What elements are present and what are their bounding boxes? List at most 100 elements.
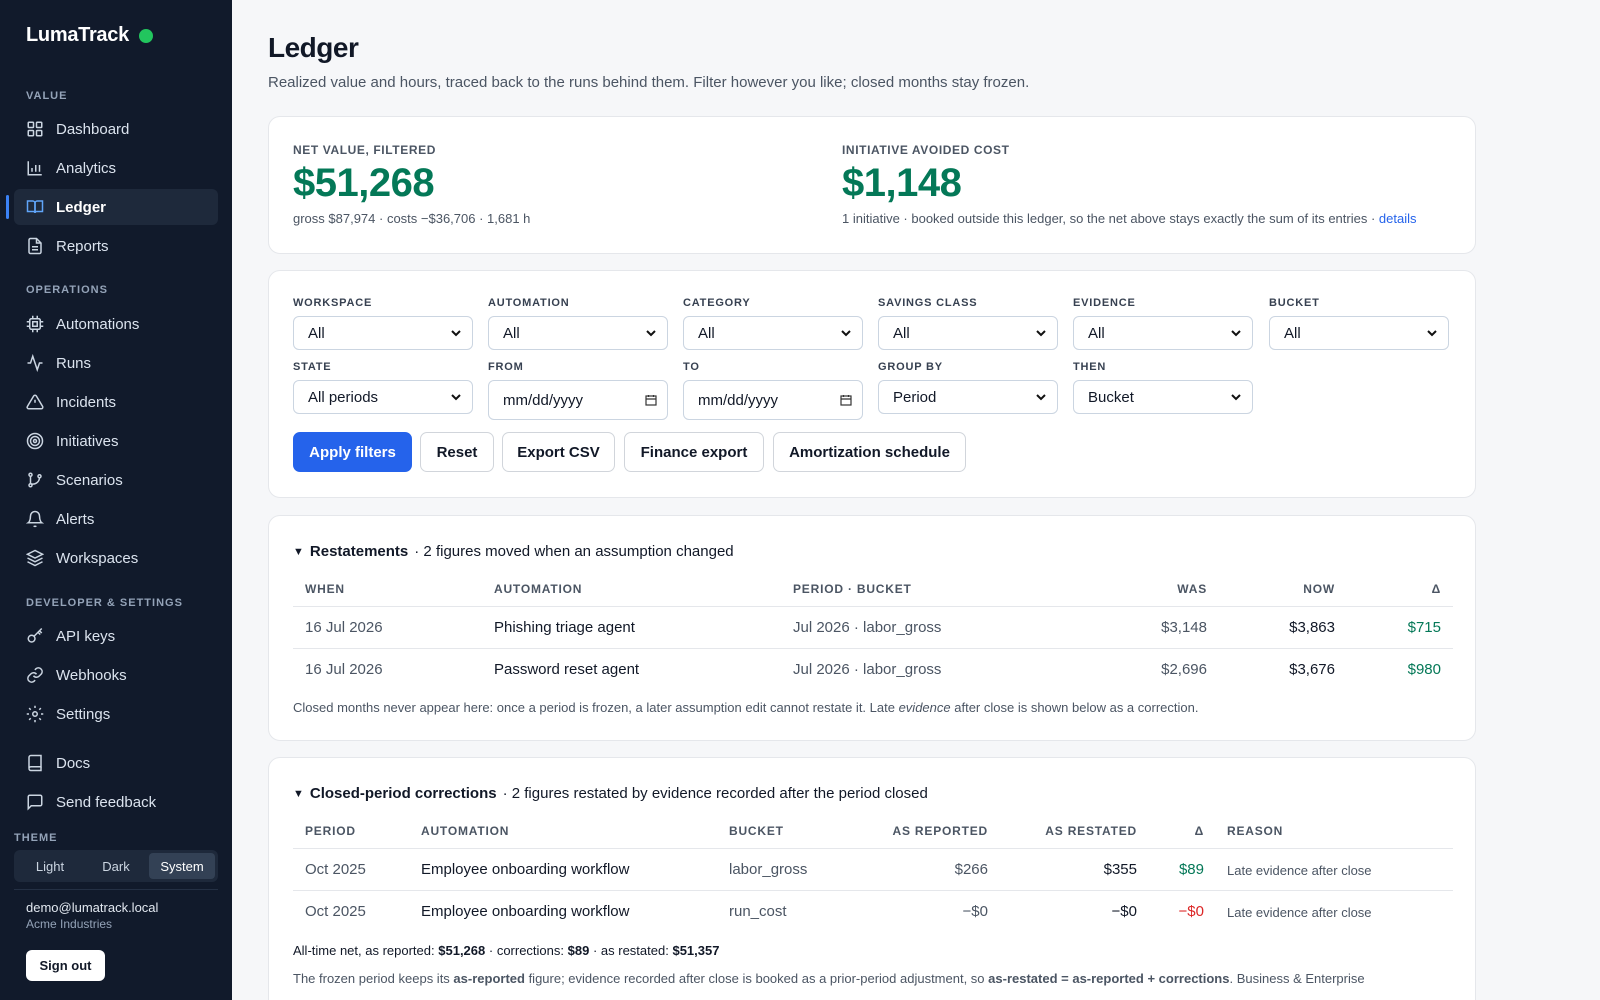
- workspace-select-value: All: [308, 324, 325, 342]
- col-period: PERIOD: [305, 824, 356, 838]
- bucket-select[interactable]: All: [1269, 316, 1449, 350]
- then-by-select[interactable]: Bucket: [1073, 380, 1253, 414]
- sidebar-item-reports[interactable]: Reports: [14, 228, 218, 264]
- section-label-value: VALUE: [26, 90, 68, 102]
- brand[interactable]: LumaTrack: [26, 24, 153, 47]
- reset-button[interactable]: Reset: [420, 432, 494, 472]
- details-link[interactable]: details: [1378, 211, 1417, 226]
- apply-filters-button[interactable]: Apply filters: [293, 432, 412, 472]
- theme-option-dark[interactable]: Dark: [102, 858, 130, 874]
- chevron-down-icon: [451, 330, 461, 337]
- sidebar-item-ledger[interactable]: Ledger: [6, 189, 218, 225]
- restatements-title: Restatements: [309, 543, 409, 560]
- state-select[interactable]: All periods: [293, 380, 473, 414]
- footnote-text: . Business & Enterprise: [1229, 971, 1365, 986]
- category-filter-label: CATEGORY: [683, 297, 751, 309]
- status-dot-icon: [138, 28, 153, 43]
- category-select[interactable]: All: [683, 316, 863, 350]
- sidebar-item-label: Incidents: [56, 393, 117, 411]
- cell-delta: $89: [1178, 861, 1204, 878]
- chevron-down-icon: [1036, 330, 1046, 337]
- col-was: WAS: [1177, 582, 1207, 596]
- amortization-schedule-button[interactable]: Amortization schedule: [773, 432, 966, 472]
- sidebar-item-api-keys[interactable]: API keys: [14, 618, 218, 654]
- table-divider: [293, 848, 1453, 849]
- then-by-select-value: Bucket: [1088, 388, 1134, 406]
- sidebar-item-automations[interactable]: Automations: [14, 306, 218, 342]
- col-when: WHEN: [305, 582, 345, 596]
- cell-period-bucket: Jul 2026 · labor_gross: [793, 661, 942, 678]
- evidence-select-value: All: [1088, 324, 1105, 342]
- corrections-totals: All-time net, as reported: $51,268 · cor…: [293, 943, 719, 958]
- initiative-note-text: 1 initiative · booked outside this ledge…: [842, 211, 1379, 226]
- workspace-filter-label: WORKSPACE: [293, 297, 373, 309]
- state-filter-label: STATE: [293, 361, 332, 373]
- cell-when: 16 Jul 2026: [305, 619, 383, 636]
- calendar-icon[interactable]: [840, 394, 852, 406]
- corrections-footnote: The frozen period keeps its as-reported …: [293, 971, 1365, 986]
- state-select-value: All periods: [308, 388, 379, 406]
- sidebar-item-analytics[interactable]: Analytics: [14, 150, 218, 186]
- group-by-select-value: Period: [893, 388, 937, 406]
- to-date-input[interactable]: mm/dd/yyyy: [683, 380, 863, 420]
- total-restated-value: $51,357: [672, 943, 720, 958]
- sidebar-item-label: Settings: [56, 705, 111, 723]
- theme-option-system[interactable]: System: [149, 853, 215, 879]
- note-text: Closed months never appear here: once a …: [293, 700, 899, 715]
- gear-icon: [26, 705, 44, 723]
- sidebar-item-label: Analytics: [56, 159, 117, 177]
- savings-class-select-value: All: [893, 324, 910, 342]
- sidebar-item-runs[interactable]: Runs: [14, 345, 218, 381]
- evidence-select[interactable]: All: [1073, 316, 1253, 350]
- corrections-title: Closed-period corrections: [309, 785, 497, 802]
- initiative-cost-label: INITIATIVE AVOIDED COST: [842, 143, 1010, 157]
- sidebar-item-label: Ledger: [56, 198, 107, 216]
- footnote-bold: as-restated = as-reported + corrections: [988, 971, 1230, 986]
- table-divider: [293, 890, 1453, 891]
- col-reason: REASON: [1227, 824, 1284, 838]
- automation-select[interactable]: All: [488, 316, 668, 350]
- sidebar-item-alerts[interactable]: Alerts: [14, 501, 218, 537]
- export-csv-button[interactable]: Export CSV: [502, 432, 615, 472]
- cell-period: Oct 2025: [305, 903, 366, 920]
- cell-now: $3,676: [1289, 661, 1335, 678]
- sidebar-item-label: Runs: [56, 354, 92, 372]
- finance-export-button[interactable]: Finance export: [624, 432, 764, 472]
- cell-as-reported: −$0: [962, 903, 988, 920]
- from-date-input[interactable]: mm/dd/yyyy: [488, 380, 668, 420]
- sidebar-item-incidents[interactable]: Incidents: [14, 384, 218, 420]
- sidebar-item-dashboard[interactable]: Dashboard: [14, 111, 218, 147]
- workspace-select[interactable]: All: [293, 316, 473, 350]
- initiative-cost-value: $1,148: [842, 161, 962, 205]
- sidebar-item-workspaces[interactable]: Workspaces: [14, 540, 218, 576]
- cell-automation: Employee onboarding workflow: [421, 861, 630, 878]
- col-delta: Δ: [1431, 582, 1441, 596]
- total-corrections-label: · corrections:: [488, 943, 565, 958]
- sidebar-item-docs[interactable]: Docs: [14, 745, 218, 781]
- total-reported-label: All-time net, as reported:: [293, 943, 435, 958]
- sidebar-item-webhooks[interactable]: Webhooks: [14, 657, 218, 693]
- book-open-icon: [26, 200, 44, 214]
- sign-out-button[interactable]: Sign out: [26, 950, 105, 981]
- calendar-icon[interactable]: [645, 394, 657, 406]
- group-by-select[interactable]: Period: [878, 380, 1058, 414]
- savings-class-select[interactable]: All: [878, 316, 1058, 350]
- corrections-toggle[interactable]: ▼ Closed-period corrections · 2 figures …: [293, 785, 928, 802]
- bell-icon: [26, 510, 44, 528]
- cell-when: 16 Jul 2026: [305, 661, 383, 678]
- sidebar-item-initiatives[interactable]: Initiatives: [14, 423, 218, 459]
- corrections-card: ▼ Closed-period corrections · 2 figures …: [268, 757, 1476, 1000]
- sidebar-item-settings[interactable]: Settings: [14, 696, 218, 732]
- sidebar-item-scenarios[interactable]: Scenarios: [14, 462, 218, 498]
- chevron-down-icon: [841, 330, 851, 337]
- net-value-breakdown: gross $87,974 · costs −$36,706 · 1,681 h: [293, 211, 531, 226]
- sidebar-item-send-feedback[interactable]: Send feedback: [14, 784, 218, 820]
- col-delta: Δ: [1194, 824, 1204, 838]
- cell-as-restated: −$0: [1111, 903, 1137, 920]
- file-text-icon: [28, 237, 42, 255]
- sidebar-item-label: Automations: [56, 315, 140, 333]
- cell-delta: −$0: [1178, 903, 1204, 920]
- table-divider: [293, 648, 1453, 649]
- theme-option-light[interactable]: Light: [35, 858, 65, 874]
- restatements-toggle[interactable]: ▼ Restatements · 2 figures moved when an…: [293, 543, 734, 560]
